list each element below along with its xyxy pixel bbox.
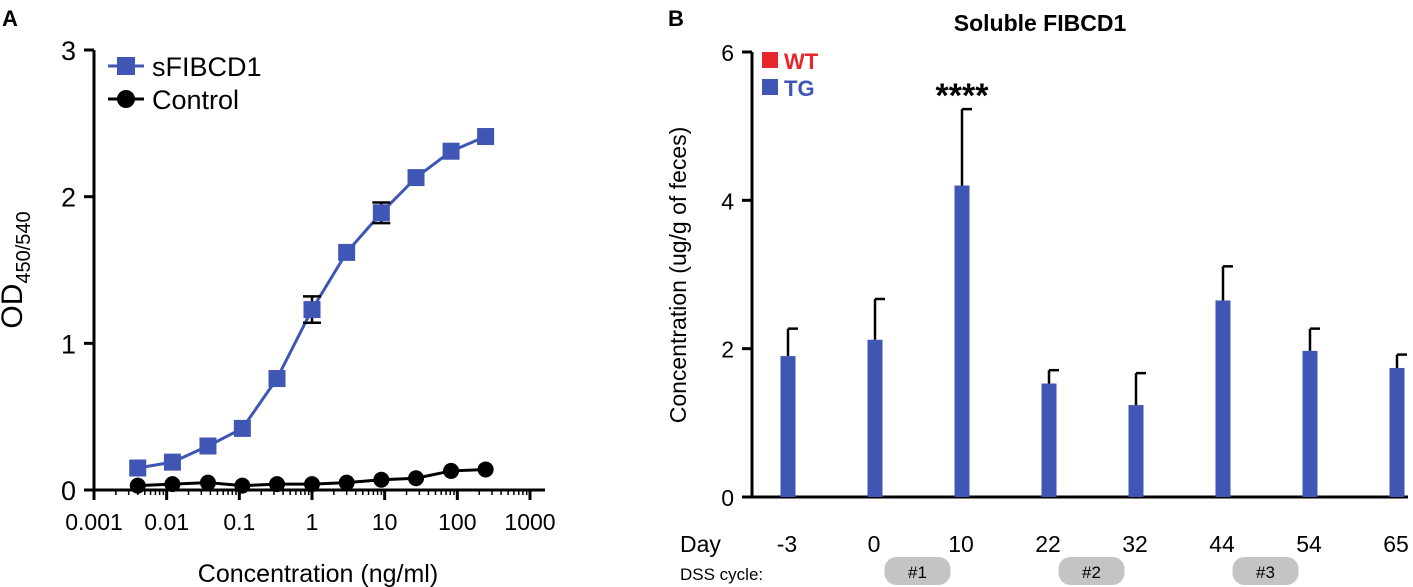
x-tick-label: -3 bbox=[777, 531, 797, 557]
x-tick-label: 0 bbox=[868, 531, 881, 557]
data-point-sfibcd1 bbox=[303, 301, 321, 319]
panel-b-x-ticks: -3 0 10 22 32 44 54 65 bbox=[777, 531, 1409, 557]
panel-a-x-label: Concentration (ng/ml) bbox=[198, 560, 438, 587]
data-point-control bbox=[164, 476, 181, 493]
data-point-sfibcd1 bbox=[372, 204, 390, 222]
data-point-control bbox=[269, 476, 286, 493]
bar-tg bbox=[1302, 350, 1318, 497]
panel-b-legend: WT TG bbox=[762, 49, 819, 101]
panel-a-y-label: OD450/540 bbox=[0, 211, 35, 328]
panel-label-a: A bbox=[2, 6, 18, 31]
data-point-sfibcd1 bbox=[407, 169, 425, 187]
data-point-control bbox=[338, 474, 355, 491]
data-point-control bbox=[304, 476, 320, 493]
panel-b-day-label: Day bbox=[680, 531, 721, 557]
legend-label-tg: TG bbox=[784, 76, 815, 101]
bar-tg bbox=[1041, 383, 1057, 497]
data-point-sfibcd1 bbox=[477, 128, 495, 146]
data-point-sfibcd1 bbox=[268, 370, 286, 388]
data-point-sfibcd1 bbox=[163, 453, 181, 471]
panel-b-bars: **** bbox=[780, 77, 1407, 497]
panel-b-y-ticks: 0 2 4 6 bbox=[721, 40, 752, 511]
y-tick-label: 0 bbox=[721, 485, 734, 511]
x-tick-label: 54 bbox=[1296, 531, 1322, 557]
panel-b-y-label: Concentration (ug/g of feces) bbox=[665, 127, 691, 424]
significance-annotation: **** bbox=[936, 77, 990, 115]
panel-label-b: B bbox=[668, 6, 684, 31]
x-tick-label: 32 bbox=[1122, 531, 1148, 557]
dss-cycle-label: #1 bbox=[908, 563, 927, 582]
dss-cycle-pill bbox=[1058, 557, 1125, 585]
y-tick-label: 4 bbox=[721, 188, 734, 214]
x-tick-label: 22 bbox=[1035, 531, 1061, 557]
panel-b-dss-label: DSS cycle: bbox=[680, 565, 763, 584]
data-point-control bbox=[373, 471, 390, 488]
data-point-sfibcd1 bbox=[199, 437, 217, 455]
x-tick-label: 44 bbox=[1209, 531, 1235, 557]
data-point-control bbox=[199, 474, 216, 491]
x-tick-label: 0.01 bbox=[144, 509, 189, 535]
panel-b-dss-cycles: #1 #2 #3 bbox=[884, 557, 1299, 585]
legend-marker-sfibcd1 bbox=[117, 57, 135, 75]
data-point-control bbox=[129, 477, 146, 494]
data-point-control bbox=[408, 470, 425, 487]
x-tick-label: 10 bbox=[948, 531, 974, 557]
dss-cycle-pill bbox=[884, 557, 951, 585]
x-tick-label: 1 bbox=[306, 509, 319, 535]
y-tick-label: 0 bbox=[61, 476, 76, 506]
panel-a-x-ticks: 0.001 0.01 0.1 1 10 100 1000 bbox=[65, 490, 556, 535]
panel-a-y-label-sub: 450/540 bbox=[13, 211, 35, 283]
panel-a-y-label-main: OD bbox=[0, 284, 29, 329]
panel-a-y-ticks: 0 1 2 3 bbox=[61, 36, 94, 506]
data-point-control bbox=[477, 461, 494, 478]
panel-b-bar-chart: Soluble FIBCD1 0 2 4 6 **** -3 0 10 22 32 44 54 65… bbox=[665, 10, 1409, 585]
x-tick-label: 100 bbox=[438, 509, 476, 535]
y-tick-label: 3 bbox=[61, 36, 76, 66]
panel-b-title: Soluble FIBCD1 bbox=[954, 10, 1127, 36]
legend-label-sfibcd1: sFIBCD1 bbox=[152, 52, 262, 82]
bar-tg bbox=[1128, 405, 1144, 497]
y-tick-label: 6 bbox=[721, 40, 734, 66]
bar-tg bbox=[1389, 367, 1405, 497]
dss-cycle-label: #3 bbox=[1256, 563, 1275, 582]
dss-cycle-pill bbox=[1232, 557, 1299, 585]
legend-label-wt: WT bbox=[784, 49, 819, 74]
legend-swatch-wt bbox=[762, 52, 778, 68]
panel-a-legend: sFIBCD1 Control bbox=[108, 52, 262, 115]
bar-tg bbox=[1215, 300, 1231, 497]
x-tick-label: 0.1 bbox=[223, 509, 255, 535]
bar-tg bbox=[867, 339, 883, 497]
bar-tg bbox=[954, 185, 970, 497]
legend-marker-control bbox=[117, 90, 135, 108]
dss-cycle-label: #2 bbox=[1082, 563, 1101, 582]
data-point-sfibcd1 bbox=[442, 142, 460, 160]
y-tick-label: 2 bbox=[61, 183, 76, 213]
y-tick-label: 1 bbox=[61, 329, 76, 359]
legend-label-control: Control bbox=[152, 85, 239, 115]
data-point-sfibcd1 bbox=[338, 243, 356, 261]
x-tick-label: 65 bbox=[1383, 531, 1409, 557]
data-point-sfibcd1 bbox=[129, 459, 147, 477]
x-tick-label: 0.001 bbox=[65, 509, 123, 535]
data-point-control bbox=[234, 477, 251, 494]
y-tick-label: 2 bbox=[721, 337, 734, 363]
bar-tg bbox=[780, 356, 796, 497]
x-tick-label: 1000 bbox=[504, 509, 555, 535]
data-point-sfibcd1 bbox=[233, 419, 251, 437]
legend-swatch-tg bbox=[762, 79, 778, 95]
data-point-control bbox=[443, 462, 460, 479]
x-tick-label: 10 bbox=[372, 509, 398, 535]
panel-a-series bbox=[129, 128, 495, 494]
panel-a-line-chart: 0 1 2 3 0.001 0.01 0.1 1 10 100 1000 OD450/540 Co… bbox=[0, 36, 556, 587]
